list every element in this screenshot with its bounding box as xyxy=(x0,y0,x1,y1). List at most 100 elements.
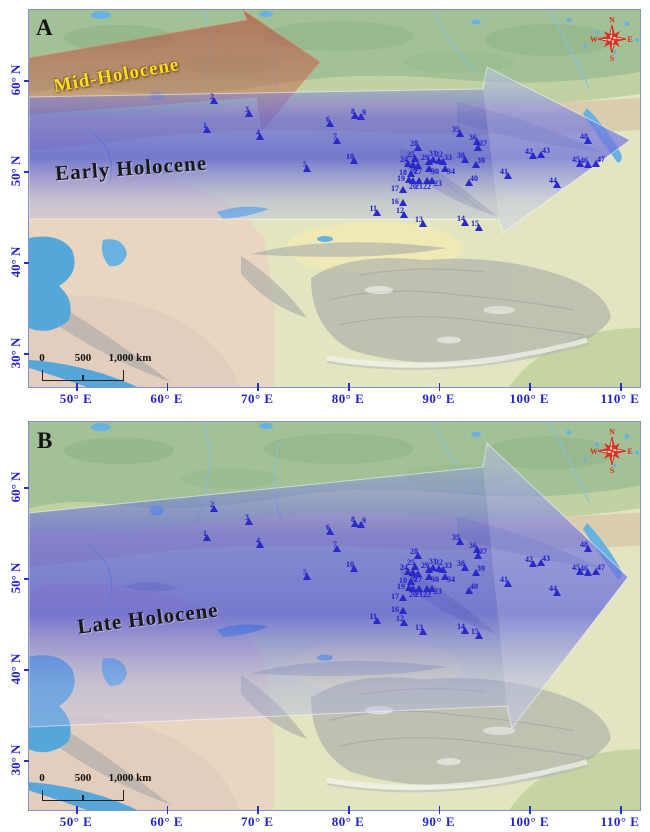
site-triangle-icon xyxy=(473,546,481,553)
site-triangle-icon xyxy=(419,628,427,635)
x-axis-tick xyxy=(257,383,259,391)
scale-start-label: 0 xyxy=(39,772,45,784)
site-triangle-icon xyxy=(400,211,408,218)
site-number-label: 48 xyxy=(580,540,588,549)
site-number-label: 45 xyxy=(572,155,580,164)
site-marker-12: 12 xyxy=(396,615,408,627)
site-triangle-icon xyxy=(441,165,449,172)
site-number-label: 22 xyxy=(423,590,431,599)
site-number-label: 26 xyxy=(409,574,417,583)
site-number-label: 14 xyxy=(457,214,465,223)
site-triangle-icon xyxy=(465,179,473,186)
panel-b-terrain xyxy=(29,422,640,810)
site-triangle-icon xyxy=(256,133,264,140)
site-number-label: 7 xyxy=(333,540,337,549)
site-marker-9: 9 xyxy=(357,517,366,529)
site-number-label: 39 xyxy=(477,564,485,573)
site-marker-14: 14 xyxy=(457,623,469,635)
site-number-label: 2 xyxy=(210,500,214,509)
site-triangle-icon xyxy=(415,177,423,184)
site-triangle-icon xyxy=(326,528,334,535)
site-number-label: 24 xyxy=(400,563,408,572)
site-triangle-icon xyxy=(350,157,358,164)
site-triangle-icon xyxy=(425,165,433,172)
site-triangle-icon xyxy=(553,589,561,596)
compass-west-label: W xyxy=(590,35,598,44)
site-triangle-icon xyxy=(411,155,419,162)
site-marker-33: 33 xyxy=(439,154,452,166)
site-marker-20: 20 xyxy=(409,177,417,191)
site-number-label: 23 xyxy=(434,587,442,596)
site-marker-47: 47 xyxy=(592,564,605,576)
site-triangle-icon xyxy=(423,585,431,592)
site-marker-4: 4 xyxy=(256,129,264,141)
site-marker-1: 1 xyxy=(203,122,211,134)
site-number-label: 33 xyxy=(444,153,452,162)
site-marker-38: 38 xyxy=(457,560,469,572)
site-marker-13: 13 xyxy=(415,216,427,228)
site-number-label: 34 xyxy=(447,167,455,176)
site-number-label: 35 xyxy=(452,125,460,134)
x-axis-tick xyxy=(257,806,259,814)
site-marker-45: 45 xyxy=(572,564,584,576)
site-marker-46: 46 xyxy=(580,565,592,577)
site-marker-17: 17 xyxy=(391,593,407,602)
site-triangle-icon xyxy=(439,566,447,573)
scale-bar: 0 500 1,000 km xyxy=(29,350,199,386)
site-triangle-icon xyxy=(333,137,341,144)
scale-mid-label: 500 xyxy=(74,352,92,364)
site-triangle-icon xyxy=(472,161,480,168)
site-marker-30: 30 xyxy=(425,573,439,584)
site-number-label: 43 xyxy=(542,146,550,155)
y-axis-label: 30° N xyxy=(8,744,23,776)
site-marker-7: 7 xyxy=(333,541,341,553)
site-marker-38: 38 xyxy=(457,152,469,164)
site-number-label: 6 xyxy=(326,523,330,532)
site-number-label: 39 xyxy=(477,156,485,165)
site-number-label: 15 xyxy=(471,627,479,636)
site-number-label: 25 xyxy=(407,558,415,567)
site-triangle-icon xyxy=(461,156,469,163)
site-marker-27: 27 xyxy=(414,162,422,176)
site-marker-45: 45 xyxy=(572,156,584,168)
site-number-label: 48 xyxy=(580,132,588,141)
scale-end-label: 1,000 km xyxy=(108,352,152,364)
site-number-label: 27 xyxy=(414,575,422,584)
site-number-label: 21 xyxy=(415,182,423,191)
site-marker-20: 20 xyxy=(409,585,417,599)
site-triangle-icon xyxy=(409,177,417,184)
site-number-label: 41 xyxy=(500,575,508,584)
site-number-label: 20 xyxy=(409,590,417,599)
panel-a-terrain xyxy=(29,10,640,387)
y-axis-tick xyxy=(24,669,29,671)
site-number-label: 40 xyxy=(470,582,478,591)
y-axis-tick xyxy=(24,80,29,82)
site-number-label: 41 xyxy=(500,167,508,176)
site-triangle-icon xyxy=(210,505,218,512)
site-marker-43: 43 xyxy=(537,555,550,567)
site-triangle-icon xyxy=(210,97,218,104)
panel-letter: A xyxy=(36,15,53,40)
site-marker-3: 3 xyxy=(245,106,253,118)
site-number-label: 37 xyxy=(479,547,487,556)
x-axis-label: 70° E xyxy=(240,814,274,829)
site-triangle-icon xyxy=(404,160,412,167)
compass-east-label: E xyxy=(627,447,632,456)
x-axis-tick xyxy=(620,383,622,391)
site-triangle-icon xyxy=(203,126,211,133)
site-triangle-icon xyxy=(256,541,264,548)
site-number-label: 8 xyxy=(351,107,355,116)
site-marker-17: 17 xyxy=(391,185,407,194)
site-triangle-icon xyxy=(414,162,422,169)
site-marker-41: 41 xyxy=(500,576,512,588)
scale-start-label: 0 xyxy=(39,352,45,364)
site-triangle-icon xyxy=(584,545,592,552)
y-axis-label: 60° N xyxy=(8,471,23,503)
x-axis-label: 110° E xyxy=(600,391,640,406)
site-triangle-icon xyxy=(333,545,341,552)
x-axis-label: 100° E xyxy=(509,391,550,406)
site-number-label: 47 xyxy=(597,155,605,164)
site-number-label: 12 xyxy=(396,614,404,623)
site-number-label: 30 xyxy=(431,167,439,176)
site-triangle-icon xyxy=(461,564,469,571)
